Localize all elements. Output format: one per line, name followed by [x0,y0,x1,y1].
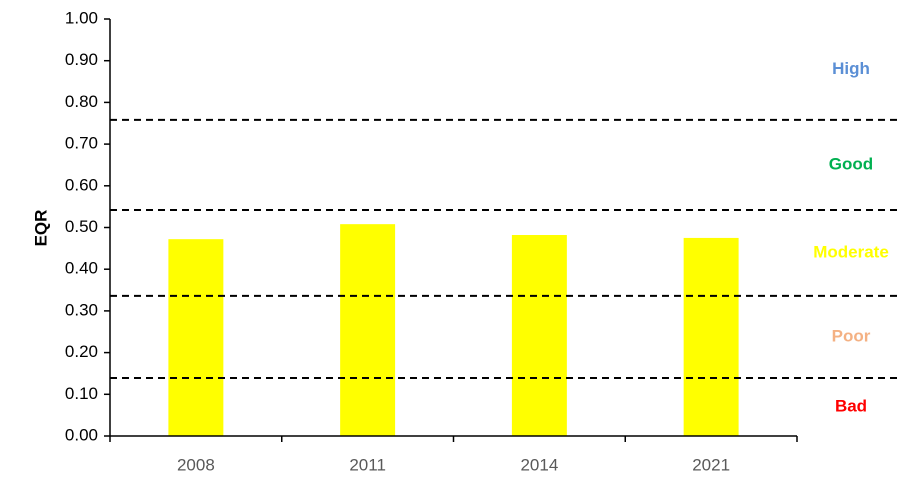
y-tick-label: 0.20 [65,342,98,361]
bar [340,224,396,436]
y-tick-label: 0.70 [65,134,98,153]
y-tick-label: 0.90 [65,50,98,69]
y-tick-label: 0.40 [65,259,98,278]
y-tick-label: 1.00 [65,8,98,27]
y-tick-label: 0.80 [65,92,98,111]
y-tick-label: 0.50 [65,217,98,236]
class-label: Poor [832,326,871,345]
bar [168,239,224,436]
class-label: Good [829,154,873,173]
class-label: Moderate [813,242,889,261]
y-tick-label: 0.10 [65,384,98,403]
class-label: Bad [835,397,867,416]
bar [511,235,567,436]
bar [683,237,739,436]
x-tick-label: 2011 [349,455,386,474]
y-tick-label: 0.60 [65,175,98,194]
x-tick-label: 2021 [692,455,730,474]
x-tick-label: 2014 [520,455,558,474]
y-tick-label: 0.30 [65,300,98,319]
class-label: High [832,59,870,78]
x-tick-label: 2008 [177,455,215,474]
y-axis-label: EQR [31,210,50,247]
y-tick-label: 0.00 [65,425,98,444]
